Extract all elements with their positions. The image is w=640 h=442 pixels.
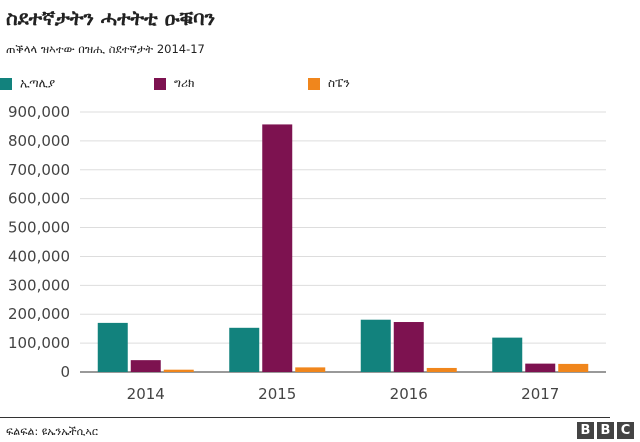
bar — [229, 327, 260, 372]
bar — [426, 367, 457, 372]
bar — [360, 319, 391, 372]
bbc-logo-letter: C — [617, 422, 634, 439]
bar — [295, 367, 326, 372]
source-note: ፍልፍል: ዩኤንኤችሲኣር — [6, 425, 98, 438]
x-tick-label: 2017 — [521, 385, 559, 403]
bbc-logo: B B C — [577, 422, 634, 439]
y-tick-label: 300,000 — [8, 276, 70, 294]
footer-divider — [0, 417, 610, 418]
y-tick-label: 900,000 — [8, 103, 70, 121]
legend-swatch-greece — [154, 77, 166, 90]
y-tick-label: 700,000 — [8, 161, 70, 179]
y-tick-label: 500,000 — [8, 219, 70, 237]
x-tick-label: 2015 — [258, 385, 296, 403]
legend-item-greece: ግሪክ — [154, 76, 194, 91]
legend-swatch-italy — [0, 77, 12, 90]
bar — [558, 363, 589, 372]
legend-label-italy: ኢጣሊያ — [20, 76, 56, 90]
x-tick-label: 2016 — [390, 385, 428, 403]
chart-subtitle: ጠቕላላ ዝኣተው በዝሒ ስደተኛታት 2014-17 — [6, 42, 205, 56]
bar — [262, 124, 293, 372]
bbc-logo-letter: B — [577, 422, 594, 439]
bbc-logo-letter: B — [597, 422, 614, 439]
bar — [525, 363, 556, 372]
y-tick-label: 0 — [60, 363, 70, 381]
bar — [393, 322, 424, 372]
y-tick-label: 100,000 — [8, 334, 70, 352]
bar — [130, 360, 161, 372]
legend: ኢጣሊያ ግሪክ ስፔን — [0, 76, 640, 94]
y-tick-label: 600,000 — [8, 190, 70, 208]
legend-item-spain: ስፔን — [308, 76, 350, 91]
chart-title: ስደተኛታትን ሓተትቲ ዑቑባን — [6, 6, 216, 30]
y-tick-label: 800,000 — [8, 132, 70, 150]
legend-item-italy: ኢጣሊያ — [0, 76, 55, 91]
legend-label-greece: ግሪክ — [174, 76, 195, 90]
bar — [492, 337, 523, 372]
legend-label-spain: ስፔን — [328, 76, 350, 90]
bar-chart: 0 100,000 200,000 300,000 400,000 500,000 600,… — [8, 103, 606, 403]
y-tick-label: 200,000 — [8, 305, 70, 323]
legend-swatch-spain — [308, 77, 320, 90]
bar — [163, 369, 194, 372]
x-tick-label: 2014 — [127, 385, 165, 403]
bar — [97, 322, 128, 372]
y-tick-label: 400,000 — [8, 247, 70, 265]
